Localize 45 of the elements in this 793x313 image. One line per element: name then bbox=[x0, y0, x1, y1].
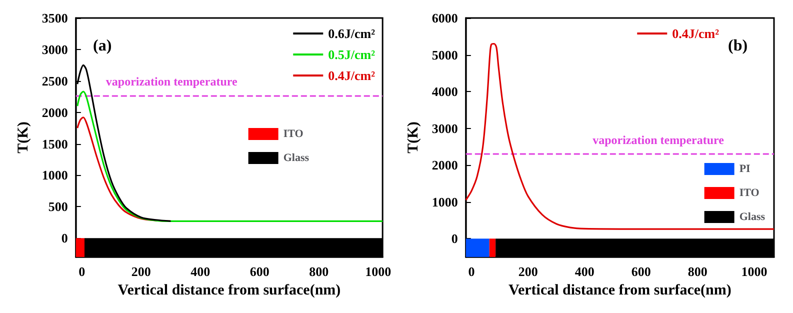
line-series bbox=[76, 90, 384, 222]
y-tick-label: 1000 bbox=[432, 194, 458, 210]
y-tick-label: 3000 bbox=[42, 42, 68, 57]
legend-label: ITO bbox=[739, 187, 760, 199]
y-tick-label: 3000 bbox=[432, 120, 458, 136]
y-tick-label: 0 bbox=[61, 230, 68, 246]
legend-label: 0.6J/cm² bbox=[328, 26, 376, 41]
y-tick-label: 0 bbox=[451, 231, 458, 246]
y-axis-title: T(K) bbox=[406, 122, 422, 154]
legend-label: 0.5J/cm² bbox=[328, 47, 376, 62]
annotation: (b) bbox=[728, 38, 748, 54]
y-tick-label: 5000 bbox=[432, 47, 458, 62]
legend-label: 0.4J/cm² bbox=[672, 26, 720, 41]
x-tick-label: 800 bbox=[309, 264, 329, 279]
legend-label: ITO bbox=[283, 128, 304, 140]
ref-line-label: vaporization temperature bbox=[106, 74, 238, 88]
x-tick-label: 0 bbox=[468, 264, 475, 279]
ref-line-label: vaporization temperature bbox=[592, 133, 725, 148]
x-tick-label: 200 bbox=[131, 264, 151, 279]
y-tick-label: 2500 bbox=[42, 73, 68, 88]
y-tick-label: 1000 bbox=[42, 168, 68, 183]
y-tick-label: 2000 bbox=[42, 104, 68, 120]
x-axis-title: Vertical distance from surface(nm) bbox=[118, 282, 341, 298]
y-tick-label: 1500 bbox=[42, 136, 68, 152]
x-tick-label: 1000 bbox=[365, 264, 392, 279]
x-tick-label: 600 bbox=[250, 264, 270, 279]
x-tick-label: 800 bbox=[688, 264, 708, 279]
y-tick-label: 4000 bbox=[432, 84, 458, 100]
x-tick-label: 0 bbox=[78, 264, 86, 279]
legend-label: 0.4J/cm² bbox=[328, 68, 376, 83]
y-tick-label: 2000 bbox=[432, 158, 458, 173]
x-tick-label: 400 bbox=[190, 264, 210, 279]
y-tick-label: 500 bbox=[48, 199, 68, 214]
x-tick-label: 200 bbox=[518, 264, 538, 279]
x-tick-label: 600 bbox=[631, 264, 651, 279]
y-axis-title: T(K) bbox=[16, 122, 32, 154]
legend-label: Glass bbox=[283, 152, 310, 164]
x-tick-label: 400 bbox=[574, 264, 594, 279]
legend-label: Glass bbox=[739, 211, 766, 223]
y-tick-label: 3500 bbox=[42, 10, 68, 26]
y-tick-label: 6000 bbox=[432, 10, 458, 26]
legend-label: PI bbox=[739, 163, 750, 175]
x-tick-label: 1000 bbox=[741, 264, 768, 279]
x-axis-title: Vertical distance from surface(nm) bbox=[508, 282, 732, 298]
annotation: (a) bbox=[93, 38, 112, 54]
